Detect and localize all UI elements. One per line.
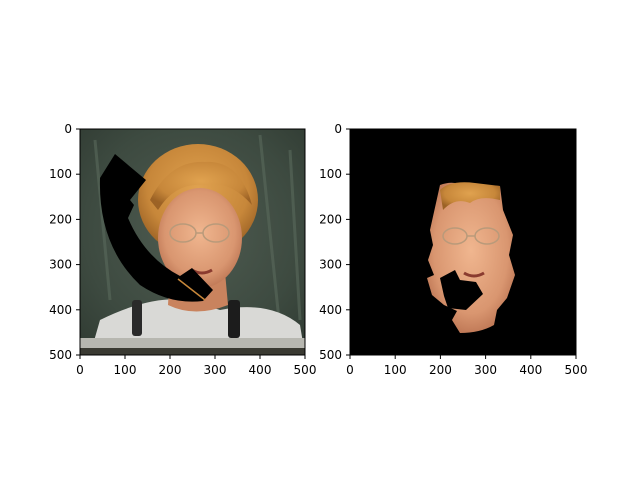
left-ytick-label: 0 [64,122,72,136]
left-xtick-label: 300 [204,363,227,377]
right-xtick-label: 300 [474,363,497,377]
right-xtick-label: 100 [384,363,407,377]
left-image-panel [80,129,305,355]
left-ytick-label: 500 [49,348,72,362]
left-axes: 0 100 200 300 400 500 0 100 200 300 400 500 [49,122,316,377]
left-ytick-label: 200 [49,212,72,226]
left-xtick-label: 500 [294,363,317,377]
right-xtick-label: 400 [519,363,542,377]
left-ytick-label: 300 [49,258,72,272]
right-ytick-label: 0 [334,122,342,136]
left-xtick-label: 0 [76,363,84,377]
right-axes: 0 100 200 300 400 500 0 100 200 300 400 500 [319,122,587,377]
left-xtick-label: 200 [159,363,182,377]
left-ytick-label: 400 [49,303,72,317]
right-ytick-label: 300 [319,258,342,272]
right-ytick-label: 100 [319,167,342,181]
right-axes-frame [349,128,577,356]
left-xtick-label: 100 [114,363,137,377]
right-image-panel [350,129,576,355]
left-axes-frame [79,128,306,356]
right-ytick-label: 500 [319,348,342,362]
right-ytick-label: 400 [319,303,342,317]
right-ytick-label: 200 [319,212,342,226]
right-xtick-label: 500 [565,363,588,377]
right-xtick-label: 0 [346,363,354,377]
left-xtick-label: 400 [249,363,272,377]
right-xtick-label: 200 [429,363,452,377]
left-ytick-label: 100 [49,167,72,181]
